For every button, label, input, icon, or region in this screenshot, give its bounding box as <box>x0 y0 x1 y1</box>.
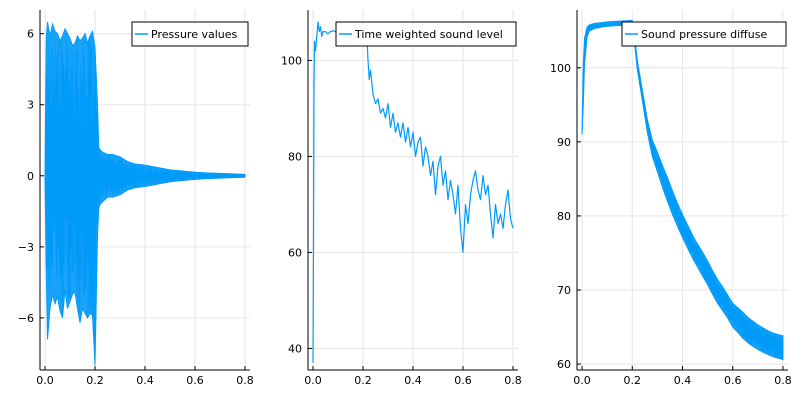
x-tick-label: 0.2 <box>354 374 372 387</box>
x-tick-label: 0.8 <box>236 374 254 387</box>
legend-label: Time weighted sound level <box>354 28 503 41</box>
x-tick-label: 0.4 <box>136 374 154 387</box>
y-tick-label: 80 <box>557 210 571 223</box>
legend-box <box>131 21 249 47</box>
legend-label: Sound pressure diffuse <box>641 28 767 41</box>
y-tick-label: 100 <box>550 62 571 75</box>
series-group <box>581 19 784 361</box>
series-oscillation <box>581 20 784 359</box>
series-oscillation <box>44 32 246 353</box>
y-tick-label: 90 <box>557 136 571 149</box>
y-tick-label: 0 <box>27 170 34 183</box>
legend-box <box>621 21 787 47</box>
x-tick-label: 0.2 <box>624 374 642 387</box>
legend: Pressure values <box>131 21 249 47</box>
x-tick-label: 0.6 <box>186 374 204 387</box>
series-group <box>44 21 246 366</box>
subplot-2: 0.0 0.2 0.4 0.6 0.8 40 60 80 100 Time weighted so… <box>281 10 522 387</box>
x-tick-label: 0.0 <box>304 374 322 387</box>
y-tick-label: 6 <box>27 28 34 41</box>
legend: Time weighted sound level <box>335 21 517 47</box>
y-tick-label: 60 <box>288 246 302 259</box>
y-tick-label: 40 <box>288 342 302 355</box>
y-tick-label: −3 <box>18 241 34 254</box>
legend-label: Pressure values <box>151 28 238 41</box>
x-tick-label: 0.4 <box>404 374 422 387</box>
x-tick-label: 0.8 <box>504 374 522 387</box>
x-tick-label: 0.6 <box>454 374 472 387</box>
series-group <box>312 21 514 363</box>
y-tick-label: 60 <box>557 358 571 371</box>
series-line <box>312 21 514 363</box>
y-tick-label: 80 <box>288 150 302 163</box>
subplot-1: 0.0 0.2 0.4 0.6 0.8 −6 −3 0 3 6 Pressure values <box>18 10 254 387</box>
x-tick-label: 0.8 <box>774 374 792 387</box>
x-tick-label: 0.6 <box>724 374 742 387</box>
x-tick-label: 0.2 <box>86 374 104 387</box>
x-tick-label: 0.0 <box>573 374 591 387</box>
y-tick-label: 3 <box>27 99 34 112</box>
y-tick-label: 70 <box>557 284 571 297</box>
legend-box <box>335 21 517 47</box>
x-tick-label: 0.4 <box>674 374 692 387</box>
legend: Sound pressure diffuse <box>621 21 787 47</box>
x-tick-label: 0.0 <box>36 374 54 387</box>
y-tick-label: −6 <box>18 312 34 325</box>
y-tick-label: 100 <box>281 54 302 67</box>
subplot-3: 0.0 0.2 0.4 0.6 0.8 60 70 80 90 100 Sound pressure… <box>550 10 792 387</box>
